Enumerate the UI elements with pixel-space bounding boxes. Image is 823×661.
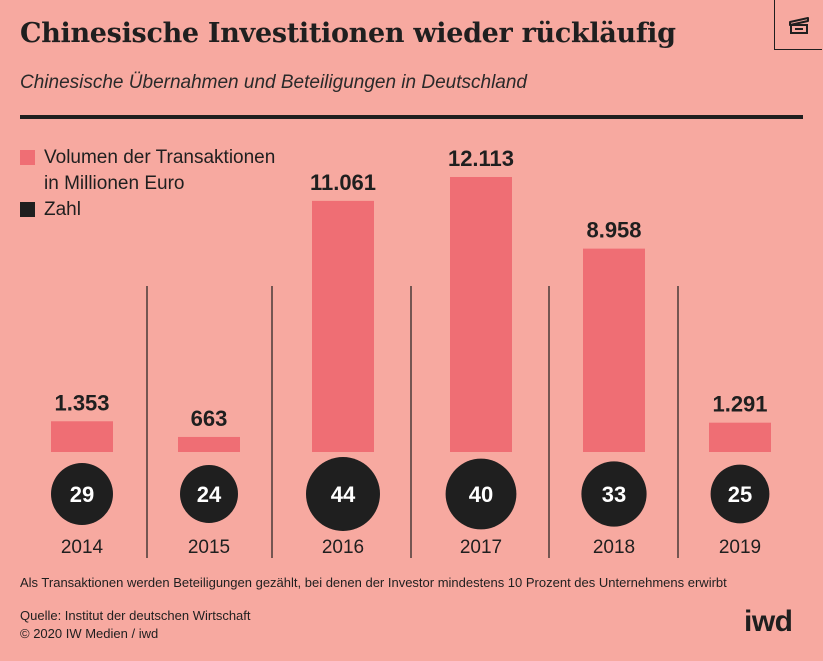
volume-value-label: 8.958 [586,218,641,243]
legend-swatch-volume [20,150,35,165]
count-value-label: 40 [469,482,493,507]
year-tick-label: 2016 [322,537,364,558]
source-text: Quelle: Institut der deutschen Wirtschaf… [20,608,251,623]
volume-bar [583,248,645,452]
legend-label-count: Zahl [44,199,81,220]
count-circle [180,465,238,523]
count-circle [445,458,517,530]
legend-swatch-count [20,202,35,217]
iwd-logo: iwd [744,605,793,638]
volume-bar [709,422,771,452]
volume-value-label: 1.291 [712,392,767,417]
year-tick-label: 2017 [460,537,502,558]
year-tick-label: 2018 [593,537,635,558]
source-block: Quelle: Institut der deutschen Wirtschaf… [20,607,251,643]
year-tick-label: 2019 [719,537,761,558]
volume-bar [51,421,113,452]
count-circle [51,463,113,525]
count-circle [306,457,380,531]
volume-value-label: 663 [191,406,228,431]
volume-bar [450,177,512,452]
legend-item-volume: Volumen der Transaktionen in Millionen E… [20,145,275,197]
legend-item-count: Zahl [20,197,275,223]
embed-button[interactable] [774,0,822,50]
chart-subtitle: Chinesische Übernahmen und Beteiligungen… [20,72,527,93]
title-divider [20,115,803,119]
volume-bar [178,436,240,452]
count-value-label: 29 [70,482,94,507]
count-circle [581,461,647,527]
copyright-text: © 2020 IW Medien / iwd [20,626,159,641]
year-tick-label: 2015 [188,537,230,558]
volume-value-label: 12.113 [448,146,514,171]
volume-bar [312,200,374,452]
count-value-label: 33 [602,482,626,507]
legend-label-volume: Volumen der Transaktionen in Millionen E… [44,147,276,194]
open-box-icon [788,16,809,34]
count-circle [710,464,770,524]
count-value-label: 25 [728,482,752,507]
footnote: Als Transaktionen werden Beteiligungen g… [20,575,727,590]
year-tick-label: 2014 [61,537,104,558]
chart-legend: Volumen der Transaktionen in Millionen E… [20,145,275,223]
volume-value-label: 11.061 [310,170,376,195]
volume-value-label: 1.353 [54,390,109,415]
count-value-label: 24 [197,482,222,507]
count-value-label: 44 [331,482,356,507]
chart-title: Chinesische Investitionen wieder rückläu… [20,18,676,49]
